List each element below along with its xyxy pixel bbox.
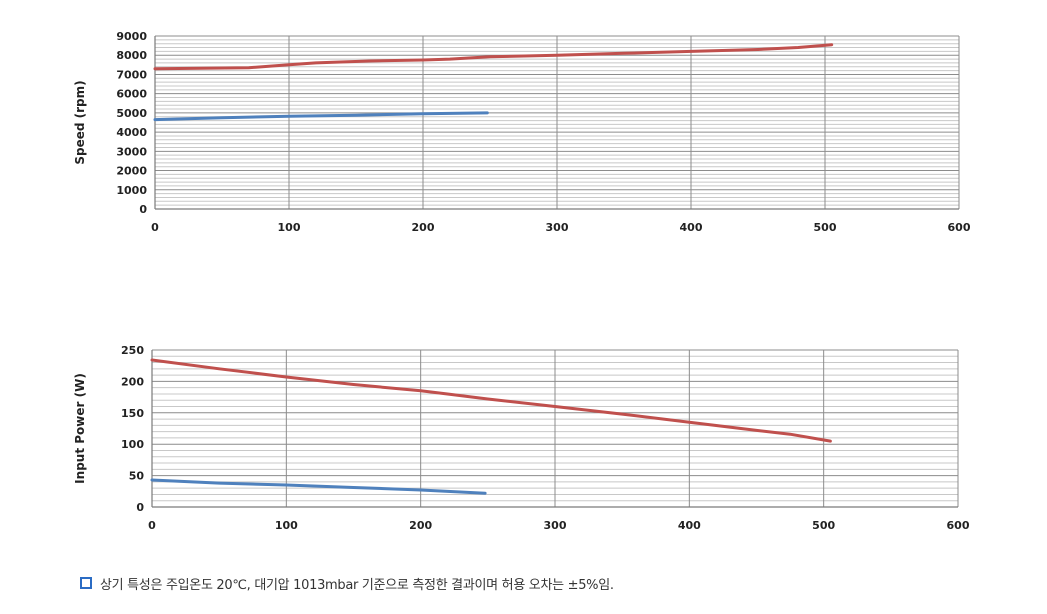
x-tick-label: 600 — [947, 519, 970, 532]
series-line-red — [153, 43, 834, 71]
y-tick-label: 4000 — [116, 126, 147, 139]
y-tick-label: 0 — [136, 501, 144, 514]
x-tick-label: 200 — [409, 519, 432, 532]
y-tick-label: 8000 — [116, 49, 147, 62]
x-tick-label: 400 — [678, 519, 701, 532]
chart-speed: 0 1000 2000 3000 4000 5000 6000 7000 8000 9000 0 10… — [73, 30, 971, 234]
x-tick-label: 300 — [546, 221, 569, 234]
square-bullet-icon — [80, 577, 92, 589]
x-tick-label: 100 — [275, 519, 298, 532]
y-tick-label: 7000 — [116, 68, 147, 81]
x-tick-label: 200 — [412, 221, 435, 234]
y-axis-label: Speed (rpm) — [73, 80, 87, 164]
x-tick-label: 500 — [812, 519, 835, 532]
chart-input-power: 0 50 100 150 200 250 0 100 200 300 400 500 600 Input … — [73, 344, 970, 532]
y-tick-label: 3000 — [116, 145, 147, 158]
y-tick-label: 6000 — [116, 88, 147, 101]
x-tick-label: 0 — [151, 221, 159, 234]
y-tick-label: 1000 — [116, 184, 147, 197]
x-tick-label: 300 — [544, 519, 567, 532]
footnote-text: 상기 특성은 주입온도 20℃, 대기압 1013mbar 기준으로 측정한 결… — [100, 577, 614, 593]
y-tick-label: 5000 — [116, 107, 147, 120]
series-line-red — [150, 358, 832, 443]
y-tick-label: 0 — [139, 203, 147, 216]
series-line-blue — [150, 478, 487, 495]
x-tick-label: 500 — [814, 221, 837, 234]
y-tick-label: 2000 — [116, 165, 147, 178]
y-tick-label: 200 — [121, 375, 144, 388]
y-tick-label: 100 — [121, 438, 144, 451]
x-tick-label: 400 — [680, 221, 703, 234]
x-tick-label: 100 — [278, 221, 301, 234]
footnote: 상기 특성은 주입온도 20℃, 대기압 1013mbar 기준으로 측정한 결… — [80, 573, 614, 593]
x-tick-label: 0 — [148, 519, 156, 532]
y-tick-label: 9000 — [116, 30, 147, 43]
y-tick-label: 250 — [121, 344, 144, 357]
y-axis-label: Input Power (W) — [73, 373, 87, 484]
y-tick-label: 50 — [129, 470, 145, 483]
series-line-blue — [153, 111, 489, 122]
y-tick-label: 150 — [121, 407, 144, 420]
x-tick-label: 600 — [948, 221, 971, 234]
